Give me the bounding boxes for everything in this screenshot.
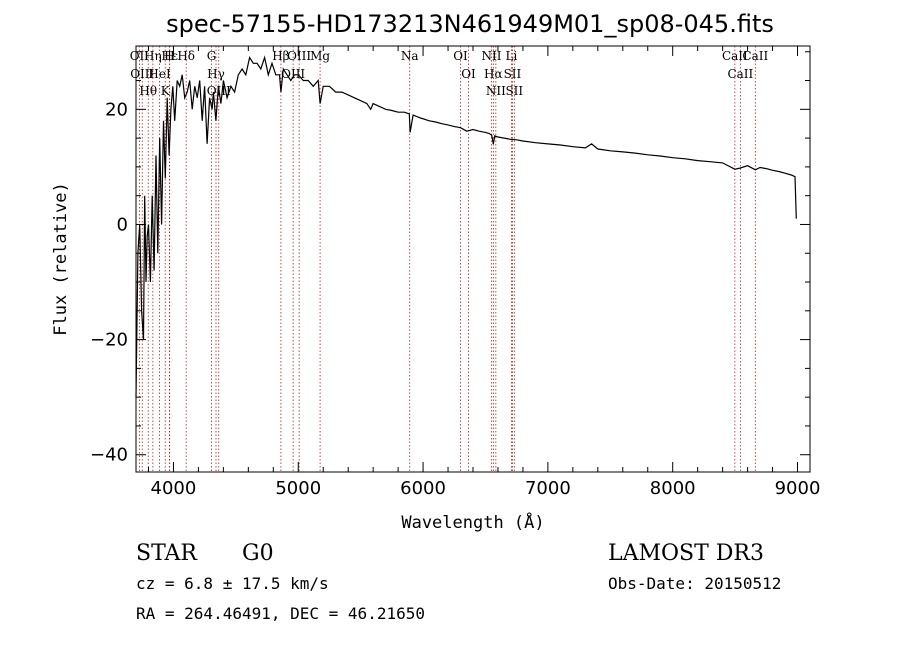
x-axis: 4000 5000 6000 7000 8000 9000 <box>147 46 821 499</box>
obs-date-text: Obs-Date: 20150512 <box>608 574 781 593</box>
y-tick-label: 20 <box>105 99 128 120</box>
chart-title: spec-57155-HD173213N461949M01_sp08-045.f… <box>166 10 774 38</box>
spectral-line-label: Hδ <box>177 49 195 63</box>
x-tick-label: 9000 <box>775 478 821 499</box>
object-class: STAR <box>136 541 198 566</box>
spectral-line-label: SII <box>504 67 522 81</box>
y-axis: −40 −20 0 20 <box>90 51 810 466</box>
spectral-line-label: Hε <box>161 49 178 63</box>
spectral-line-label: Hη <box>144 49 162 63</box>
spectral-line-label: NII <box>481 49 501 63</box>
spectral-line-label: Mg <box>310 49 330 63</box>
spectral-line-label: H <box>164 49 174 63</box>
survey-name: LAMOST DR3 <box>608 541 764 566</box>
spectral-line-label: CaII <box>722 49 748 63</box>
object-subclass: G0 <box>242 541 274 566</box>
x-tick-label: 8000 <box>650 478 696 499</box>
spectral-line-label: OIII <box>287 49 311 63</box>
spectral-line-label: Na <box>401 49 419 63</box>
spectral-line-label: OI <box>461 67 476 81</box>
spectral-line-label: NII <box>486 84 506 98</box>
spectral-line-label: OI <box>453 49 468 63</box>
spectral-line-label: OII <box>130 49 150 63</box>
x-tick-label: 6000 <box>400 478 446 499</box>
plot-frame <box>135 45 811 473</box>
x-tick-label: 4000 <box>151 478 197 499</box>
x-tick-label: 5000 <box>275 478 321 499</box>
spectral-line-label: CaII <box>727 67 753 81</box>
y-tick-label: 0 <box>117 214 128 235</box>
spectrum-series-line <box>135 55 797 398</box>
coordinates-text: RA = 264.46491, DEC = 46.21650 <box>136 604 425 623</box>
spectral-line-label: CaII <box>742 49 768 63</box>
x-tick-label: 7000 <box>525 478 571 499</box>
spectral-line-markers <box>138 46 756 472</box>
y-tick-label: −20 <box>90 330 128 351</box>
spectral-line-label: Li <box>506 49 518 63</box>
y-axis-label: Flux (relative) <box>51 182 71 336</box>
spectral-line-label: G <box>207 49 217 63</box>
spectral-line-label: K <box>161 84 171 98</box>
spectral-line-label: Hθ <box>139 84 157 98</box>
y-tick-label: −40 <box>90 445 128 466</box>
redshift-text: cz = 6.8 ± 17.5 km/s <box>136 574 329 593</box>
spectral-line-label: Hβ <box>272 49 289 63</box>
spectral-line-label: SII <box>505 84 523 98</box>
spectral-line-label: Hα <box>484 67 503 81</box>
spectral-line-label: HeI <box>148 67 171 81</box>
spectral-line-label: Hγ <box>207 67 225 81</box>
x-axis-label: Wavelength (Å) <box>401 511 544 533</box>
spectral-line-label: OIII <box>281 67 305 81</box>
